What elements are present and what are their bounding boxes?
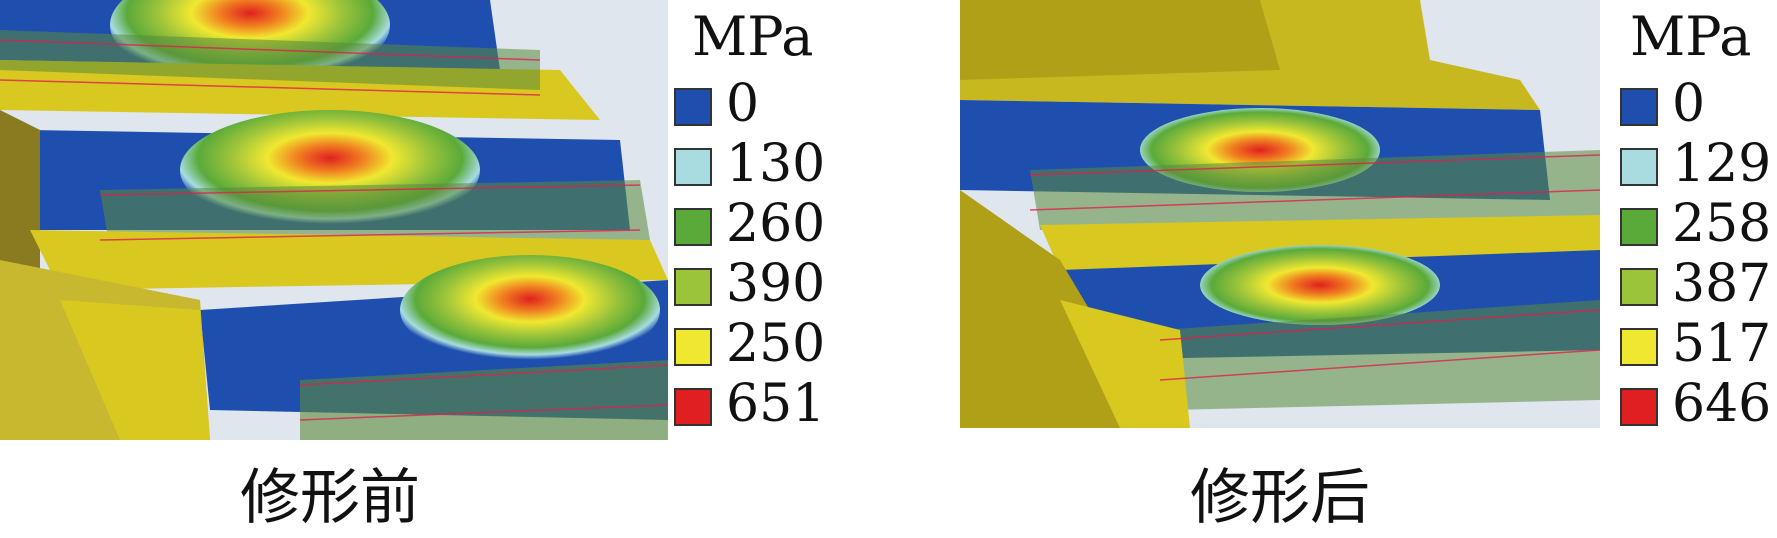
gear-teeth-contour-before <box>0 0 668 440</box>
legend-swatch <box>674 88 712 126</box>
legend-swatch <box>674 388 712 426</box>
legend-value: 390 <box>726 254 826 314</box>
legend-swatch <box>1620 328 1658 366</box>
legend-swatch <box>1620 88 1658 126</box>
legend-value: 387 <box>1672 254 1772 314</box>
legend-value: 651 <box>726 374 826 434</box>
caption-after: 修形后 <box>1190 463 1370 533</box>
panel-after: MPa 0 129 258 387 517 646 修形后 <box>960 0 1777 538</box>
legend-unit: MPa <box>692 5 814 68</box>
legend-swatch <box>674 328 712 366</box>
legend-swatch <box>674 268 712 306</box>
caption-before: 修形前 <box>240 463 420 533</box>
legend-swatch <box>674 148 712 186</box>
legend-swatch <box>674 208 712 246</box>
legend-value: 517 <box>1672 314 1772 374</box>
legend-before: MPa 0 130 260 390 250 651 <box>674 0 854 440</box>
legend-value: 646 <box>1672 374 1772 434</box>
stress-render-before <box>0 0 668 440</box>
stress-render-after <box>960 0 1600 428</box>
legend-swatch <box>1620 388 1658 426</box>
gear-teeth-contour-after <box>960 0 1600 428</box>
legend-swatch <box>1620 148 1658 186</box>
legend-value: 258 <box>1672 194 1772 254</box>
legend-swatch <box>1620 208 1658 246</box>
panel-before: MPa 0 130 260 390 250 651 修形前 <box>0 0 860 538</box>
legend-value: 0 <box>726 74 760 134</box>
legend-after: MPa 0 129 258 387 517 646 <box>1620 0 1772 440</box>
legend-unit: MPa <box>1630 5 1752 68</box>
legend-value: 129 <box>1672 134 1772 194</box>
legend-swatch <box>1620 268 1658 306</box>
legend-value: 0 <box>1672 74 1706 134</box>
legend-value: 250 <box>726 314 826 374</box>
legend-value: 260 <box>726 194 826 254</box>
legend-value: 130 <box>726 134 826 194</box>
